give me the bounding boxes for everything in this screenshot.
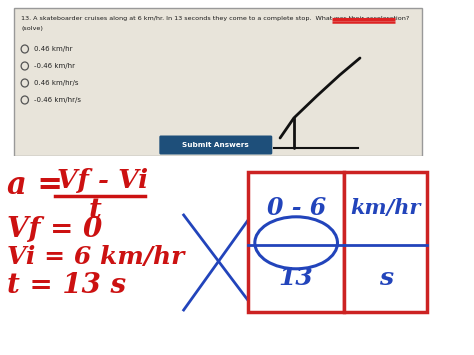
- Bar: [345, 172, 427, 312]
- Circle shape: [21, 45, 28, 53]
- Text: (solve): (solve): [21, 26, 43, 31]
- Text: 13. A skateboarder cruises along at 6 km/hr. In 13 seconds they come to a comple: 13. A skateboarder cruises along at 6 km…: [21, 16, 410, 21]
- Text: Vf - Vi: Vf - Vi: [57, 168, 148, 193]
- Bar: [0, 156, 435, 355]
- Text: 0 - 6: 0 - 6: [266, 196, 326, 220]
- Circle shape: [21, 62, 28, 70]
- Circle shape: [21, 79, 28, 87]
- Text: s: s: [379, 266, 393, 290]
- Text: 0.46 km/hr: 0.46 km/hr: [34, 46, 73, 52]
- Bar: [248, 172, 345, 312]
- Text: km/hr: km/hr: [350, 198, 421, 218]
- Text: t = 13 s: t = 13 s: [7, 272, 127, 299]
- Text: Vi = 6 km/hr: Vi = 6 km/hr: [7, 245, 184, 269]
- Text: Submit Answers: Submit Answers: [182, 142, 249, 148]
- Circle shape: [21, 96, 28, 104]
- Text: t: t: [89, 197, 102, 224]
- Text: 13: 13: [279, 266, 313, 290]
- Text: -0.46 km/hr: -0.46 km/hr: [34, 63, 75, 69]
- Bar: [14, 8, 421, 156]
- Text: -0.46 km/hr/s: -0.46 km/hr/s: [34, 97, 81, 103]
- Text: a =: a =: [7, 170, 63, 201]
- Text: Vf = 0: Vf = 0: [7, 216, 102, 243]
- Text: 0.46 km/hr/s: 0.46 km/hr/s: [34, 80, 79, 86]
- FancyBboxPatch shape: [159, 136, 272, 154]
